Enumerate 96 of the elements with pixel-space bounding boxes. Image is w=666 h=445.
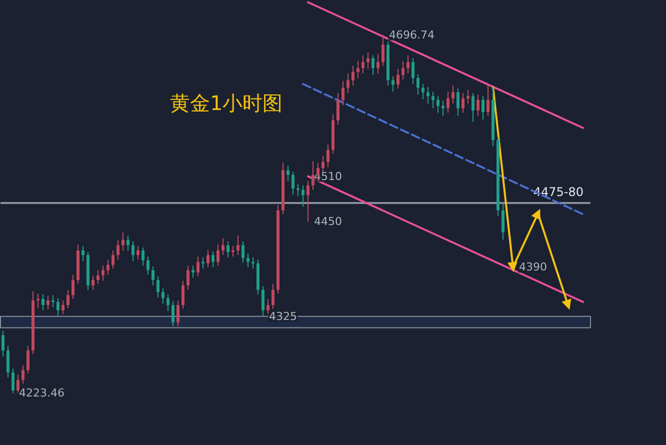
candlestick (382, 34, 384, 66)
candlestick (416, 74, 420, 96)
candlestick (182, 280, 184, 310)
candlestick (172, 300, 174, 327)
candlestick (306, 180, 310, 222)
candlestick (482, 96, 484, 120)
candlestick (166, 294, 170, 312)
candlestick (202, 256, 204, 270)
candlestick (366, 52, 370, 70)
annotation: 4325 (269, 310, 297, 323)
candlestick (42, 294, 44, 311)
candlestick (436, 96, 440, 114)
annotation: 4223.46 (19, 386, 64, 400)
candlestick (362, 54, 364, 74)
candlestick (412, 58, 414, 85)
candlestick (422, 84, 424, 100)
candlestick (466, 90, 470, 104)
candlestick (136, 245, 140, 260)
candlestick (272, 283, 274, 310)
candlestick (226, 240, 230, 258)
candlestick (46, 295, 50, 310)
candlestick (252, 256, 254, 270)
candlestick (192, 265, 194, 278)
candlestick (392, 76, 394, 92)
candlestick (246, 253, 250, 268)
candlestick (302, 184, 304, 208)
annotation: 4450 (314, 215, 342, 228)
candlestick (56, 298, 60, 316)
candlestick (262, 286, 264, 317)
candlestick (292, 171, 294, 195)
candlestick (312, 160, 314, 190)
candlestick (52, 294, 54, 308)
candlestick (462, 92, 464, 114)
candlestick (112, 250, 114, 270)
candlestick (26, 345, 30, 374)
candlestick (376, 53, 380, 74)
candlestick (206, 249, 210, 268)
candlestick (152, 266, 154, 286)
ref-line-label: 4475-80 (533, 184, 584, 199)
candlestick (472, 92, 474, 122)
candlestick (126, 234, 130, 251)
candlestick (342, 80, 344, 106)
candlestick (322, 155, 324, 174)
candlestick (426, 86, 430, 104)
candlestick (236, 234, 240, 256)
candlestick (176, 300, 180, 327)
candlestick (242, 240, 244, 264)
candlestick (82, 245, 84, 262)
candlestick (162, 288, 164, 304)
candlestick (62, 300, 64, 315)
candlestick (6, 345, 10, 378)
annotation: 4390 (519, 260, 547, 274)
candlestick (96, 270, 100, 284)
candlestick (402, 60, 404, 80)
candlestick (212, 250, 214, 268)
candlestick (372, 54, 374, 76)
candlestick (196, 256, 200, 277)
candlestick (476, 94, 480, 116)
candlestick (446, 91, 450, 114)
candlestick (12, 368, 14, 394)
candlestick (146, 256, 150, 276)
candlestick (452, 85, 454, 104)
candlestick (132, 240, 134, 262)
candlestick (232, 245, 234, 258)
candlestick (156, 276, 160, 298)
candlestick (142, 246, 144, 266)
candlestick (352, 65, 354, 86)
candlestick (72, 274, 74, 300)
annotation: 4696.74 (389, 28, 434, 42)
candlestick (122, 232, 124, 251)
candlestick (266, 298, 270, 315)
candlestick (116, 239, 120, 260)
candlestick (222, 238, 224, 256)
candlestick (346, 72, 350, 94)
candlestick (486, 85, 490, 116)
candlestick (22, 365, 24, 384)
candlestick (36, 293, 40, 309)
candlestick (92, 274, 94, 290)
candlestick (106, 259, 110, 276)
candlestick (396, 68, 400, 90)
candlestick (16, 374, 20, 394)
candlestick (326, 144, 330, 168)
candlestick (432, 91, 434, 109)
candlestick (102, 265, 104, 282)
candlestick (2, 330, 4, 357)
candlestick (336, 92, 340, 126)
candlestick (356, 60, 360, 78)
candlestick (186, 265, 190, 290)
candlestick (216, 244, 220, 266)
text: 黄金1小时图 (170, 91, 283, 115)
candlestick (502, 202, 504, 240)
candlestick (296, 183, 300, 197)
candlestick (286, 165, 290, 182)
candlestick (456, 88, 460, 116)
candlestick (66, 289, 70, 309)
candlestick (406, 54, 410, 74)
